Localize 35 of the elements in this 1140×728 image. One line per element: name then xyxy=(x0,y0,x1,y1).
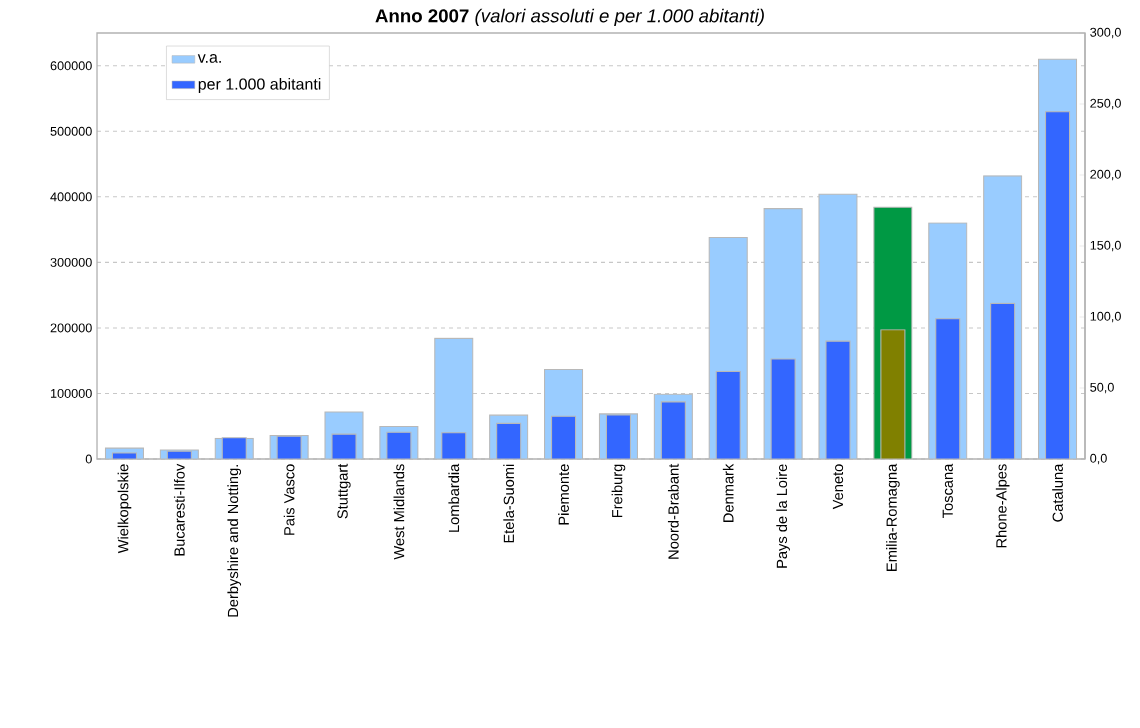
y2-tick-label: 300,0 xyxy=(1090,27,1121,39)
x-tick-label: Emilia-Romagna xyxy=(886,463,900,571)
y2-tick-label: 0,0 xyxy=(1090,453,1107,465)
x-tick-label: Derbyshire and Notting. xyxy=(227,465,242,617)
y2-tick-label: 150,0 xyxy=(1090,240,1121,252)
y2-tick-label: 200,0 xyxy=(1090,169,1121,181)
y-tick-label: 300000 xyxy=(50,257,92,267)
x-tick-label: Pais Vasco xyxy=(283,464,295,535)
x-tick-label: Denmark xyxy=(722,463,734,522)
y2-tick-label: 100,0 xyxy=(1090,311,1121,323)
x-tick-label: Etela-Suomi xyxy=(503,464,515,543)
y-tick-label: 200000 xyxy=(50,323,92,333)
legend-label: per 1.000 abitanti xyxy=(198,77,321,93)
x-tick-label: Wielkopolskie xyxy=(117,464,132,554)
x-tick-label: Veneto xyxy=(832,464,844,510)
y-tick-label: 100000 xyxy=(50,388,92,398)
legend-label: v.a. xyxy=(197,54,221,63)
x-tick-label: Noord-Brabant xyxy=(667,463,679,559)
y-tick-label: 0 xyxy=(85,454,92,464)
x-tick-label: Stuttgart xyxy=(337,463,351,519)
y2-tick-label: 250,0 xyxy=(1090,98,1121,110)
x-tick-label: Pays de la Loire xyxy=(776,464,790,568)
x-tick-label: Freiburg xyxy=(611,464,626,518)
x-tick-label: West Midlands xyxy=(393,464,405,560)
x-tick-label: Rhone-Alpes xyxy=(995,464,1010,548)
x-tick-label: Bucaresti-Ilfov xyxy=(173,463,185,556)
x-tick-label: Cataluna xyxy=(1052,463,1063,522)
y2-tick-label: 50,0 xyxy=(1090,382,1114,394)
chart-title: Anno 2007 (valori assoluti e per 1.000 abitanti) xyxy=(375,8,764,27)
y-tick-label: 500000 xyxy=(50,126,92,136)
x-tick-label: Lombardia xyxy=(448,463,460,532)
x-tick-label: Piemonte xyxy=(558,464,569,525)
y-tick-label: 600000 xyxy=(50,61,92,71)
x-tick-label: Toscana xyxy=(942,463,953,518)
y-tick-label: 400000 xyxy=(50,192,92,202)
